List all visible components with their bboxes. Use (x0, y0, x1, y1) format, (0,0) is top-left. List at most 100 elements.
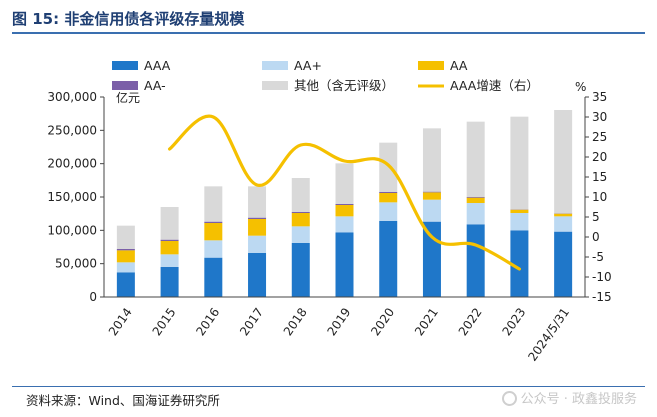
legend-aaa-label: AAA (144, 58, 171, 73)
x-tick-label: 2022 (456, 305, 485, 338)
bar-aa-minus-2 (204, 221, 223, 223)
legend-other-label: 其他（含无评级） (294, 78, 394, 93)
bar-aa-10 (554, 213, 573, 217)
legend-aa-label: AA (450, 58, 468, 73)
x-tick-label: 2020 (368, 305, 397, 338)
bar-aa-plus-6 (379, 202, 398, 221)
y2-axis-unit: % (575, 80, 586, 94)
x-tick-label: 2024/5/31 (525, 305, 572, 363)
right-tick-label: 35 (592, 90, 607, 104)
bar-other-5 (335, 163, 354, 204)
bar-aa-1 (160, 241, 179, 255)
bar-aa-minus-3 (248, 217, 267, 219)
bar-aa-plus-5 (335, 216, 354, 233)
bar-other-8 (466, 121, 485, 197)
right-tick-label: -15 (592, 290, 612, 304)
bar-aaa-9 (510, 230, 529, 297)
watermark: 公众号 · 政鑫投服务 (501, 388, 637, 407)
bar-aa-minus-7 (422, 191, 441, 193)
right-tick-label: 15 (592, 170, 607, 184)
footer: 资料来源：Wind、国海证券研究所 公众号 · 政鑫投服务 (12, 386, 645, 411)
bar-aa-plus-3 (248, 235, 267, 253)
bar-aaa-7 (422, 221, 441, 297)
bar-aa-8 (466, 197, 485, 203)
bar-aaa-0 (116, 272, 135, 297)
bar-aa-0 (116, 250, 135, 263)
bar-aa-3 (248, 219, 267, 236)
bar-other-6 (379, 142, 398, 192)
x-tick-label: 2014 (106, 305, 135, 338)
bar-aaa-5 (335, 232, 354, 297)
right-tick-label: -5 (592, 250, 604, 264)
left-tick-label: 200,000 (47, 157, 97, 171)
right-tick-label: 5 (592, 210, 600, 224)
legend-aa-plus-swatch (262, 61, 288, 70)
y-axis-unit: 亿元 (116, 90, 140, 105)
bar-aa-minus-0 (116, 249, 135, 251)
left-tick-label: 150,000 (47, 190, 97, 204)
legend-aa-plus-label: AA+ (294, 58, 322, 73)
bar-aa-plus-1 (160, 254, 179, 267)
bar-aa-minus-6 (379, 192, 398, 193)
x-tick-label: 2021 (412, 305, 441, 338)
left-tick-label: 300,000 (47, 90, 97, 104)
left-tick-label: 250,000 (47, 123, 97, 137)
wechat-icon (501, 391, 517, 406)
bar-other-2 (204, 186, 223, 222)
x-tick-label: 2016 (193, 305, 222, 338)
legend-aa-minus-swatch (112, 81, 138, 90)
right-tick-label: 10 (592, 190, 607, 204)
bar-aa-plus-9 (510, 213, 529, 231)
bar-aaa-2 (204, 257, 223, 297)
bar-aa-minus-5 (335, 204, 354, 205)
x-tick-label: 2015 (150, 305, 179, 338)
bar-aa-7 (422, 192, 441, 200)
bar-other-0 (116, 225, 135, 249)
title-bar: 图 15: 非金信用债各评级存量规模 (12, 6, 645, 34)
x-tick-label: 2018 (281, 305, 310, 338)
bar-aa-9 (510, 209, 529, 213)
right-tick-label: 20 (592, 150, 607, 164)
bar-aaa-4 (291, 243, 310, 297)
bar-aa-minus-1 (160, 239, 179, 241)
legend-aaa-swatch (112, 61, 138, 70)
x-tick-label: 2019 (325, 305, 354, 338)
bar-aaa-10 (554, 231, 573, 297)
bar-aa-plus-0 (116, 262, 135, 273)
bar-aaa-1 (160, 267, 179, 297)
bar-aa-5 (335, 205, 354, 217)
bar-aa-plus-8 (466, 203, 485, 225)
aaa-growth-line (167, 114, 522, 271)
bar-aaa-6 (379, 221, 398, 297)
bar-aa-plus-10 (554, 216, 573, 232)
bar-aa-6 (379, 193, 398, 203)
bar-aa-2 (204, 223, 223, 241)
chart-title: 图 15: 非金信用债各评级存量规模 (12, 10, 245, 28)
bar-other-9 (510, 116, 529, 210)
legend-aa-minus-label: AA- (144, 78, 166, 93)
bar-other-7 (422, 128, 441, 192)
legend-other-swatch (262, 81, 288, 90)
legend-aaa-growth-label: AAA增速（右） (450, 78, 539, 93)
bar-other-3 (248, 186, 267, 218)
bar-aa-plus-7 (422, 199, 441, 222)
bar-aa-minus-8 (466, 197, 485, 198)
right-tick-label: 25 (592, 130, 607, 144)
left-tick-label: 100,000 (47, 223, 97, 237)
bar-other-1 (160, 207, 179, 240)
bar-aa-4 (291, 213, 310, 227)
bar-aaa-8 (466, 224, 485, 297)
x-tick-label: 2017 (237, 305, 266, 338)
source-note: 资料来源：Wind、国海证券研究所 (26, 393, 220, 408)
bar-other-4 (291, 178, 310, 212)
x-tick-label: 2023 (499, 305, 528, 338)
bar-aa-minus-4 (291, 212, 310, 213)
right-tick-label: 0 (592, 230, 600, 244)
bar-aa-plus-4 (291, 226, 310, 243)
legend-aa-swatch (418, 61, 444, 70)
left-tick-label: 0 (89, 290, 97, 304)
bar-aa-plus-2 (204, 240, 223, 258)
left-tick-label: 50,000 (55, 257, 97, 271)
watermark-text: 公众号 · 政鑫投服务 (520, 392, 637, 407)
